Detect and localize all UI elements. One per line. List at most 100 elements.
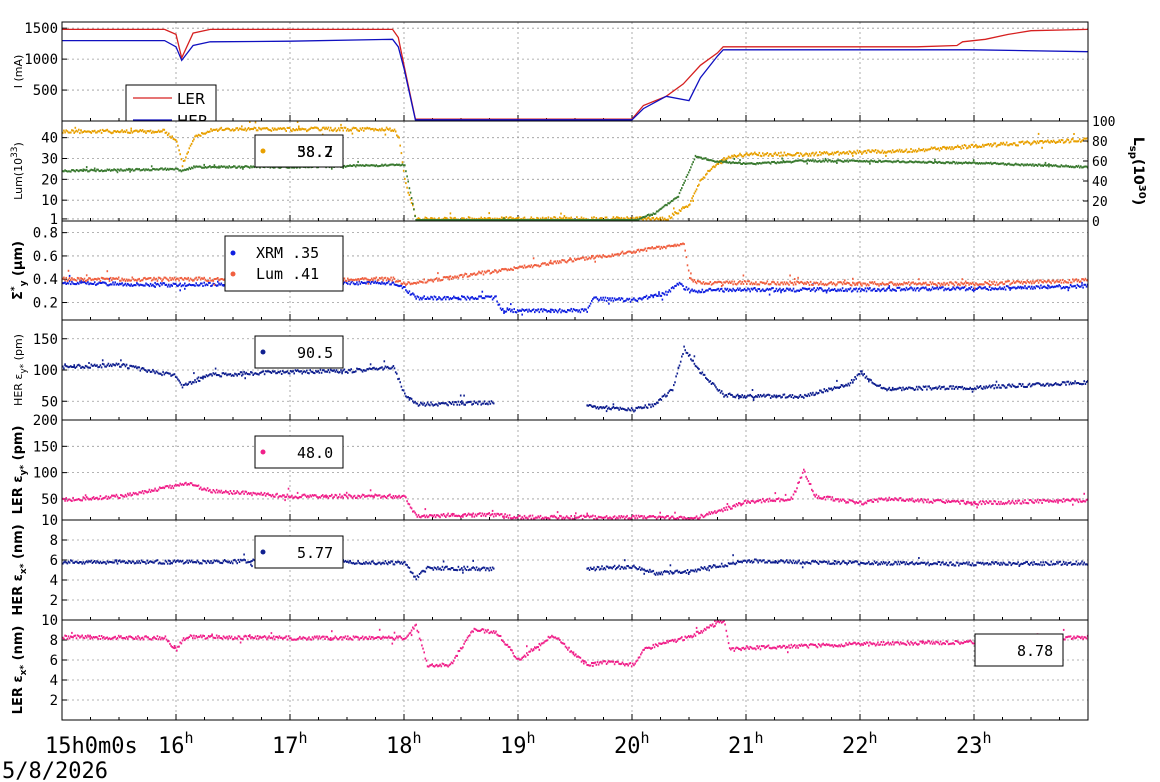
data-point — [992, 287, 994, 290]
data-point — [833, 386, 836, 389]
data-point — [895, 160, 897, 163]
data-point — [205, 166, 208, 169]
data-point — [439, 402, 441, 405]
data-point — [769, 283, 772, 286]
data-point — [1077, 285, 1080, 287]
data-point — [652, 212, 655, 215]
data-point — [587, 257, 590, 260]
data-point — [66, 130, 69, 133]
data-point — [67, 170, 70, 173]
data-point — [845, 282, 847, 285]
data-point — [930, 388, 933, 391]
data-point — [453, 219, 455, 221]
data-point — [722, 283, 724, 286]
data-point — [861, 152, 863, 155]
data-point — [352, 278, 355, 281]
data-point — [638, 250, 641, 253]
data-point — [423, 295, 425, 298]
data-point — [938, 160, 941, 163]
data-point — [451, 297, 454, 300]
data-point — [757, 154, 759, 157]
data-point — [1032, 163, 1034, 166]
data-point — [416, 219, 419, 221]
data-point — [190, 284, 193, 287]
data-point — [474, 297, 477, 300]
data-point — [633, 250, 635, 253]
data-point — [773, 281, 775, 284]
data-point — [141, 284, 144, 287]
data-point — [1031, 285, 1033, 288]
data-point — [130, 283, 132, 286]
data-point — [921, 286, 924, 289]
data-point — [712, 160, 715, 162]
data-point — [646, 247, 649, 250]
y-axis-label: Σ*y (μm) — [10, 241, 29, 300]
data-point — [502, 307, 504, 310]
data-point — [774, 395, 777, 398]
data-point — [856, 159, 859, 162]
data-point — [148, 169, 151, 172]
data-point — [1061, 279, 1064, 281]
data-point — [209, 281, 211, 284]
data-point — [250, 371, 252, 373]
data-point — [401, 161, 404, 164]
data-point — [950, 161, 952, 164]
data-point — [166, 372, 169, 375]
data-point — [676, 372, 679, 375]
data-point — [995, 386, 998, 389]
data-point — [288, 372, 291, 375]
data-point — [233, 374, 235, 377]
data-point — [551, 217, 553, 220]
data-point — [777, 152, 780, 155]
data-point — [385, 282, 388, 285]
data-point — [229, 373, 232, 376]
data-point — [385, 126, 388, 129]
data-point — [321, 369, 324, 372]
data-point — [421, 298, 423, 301]
data-point — [227, 127, 229, 130]
data-point — [73, 278, 75, 281]
data-point — [295, 166, 298, 169]
data-point — [762, 288, 764, 291]
data-point — [238, 127, 241, 130]
data-point — [111, 279, 113, 282]
data-point — [101, 170, 104, 173]
data-point — [673, 245, 675, 248]
data-point — [809, 159, 812, 162]
data-point — [734, 290, 737, 293]
data-point — [486, 402, 488, 405]
data-point — [814, 282, 816, 285]
data-point — [268, 370, 270, 373]
data-point — [912, 387, 914, 390]
data-point — [1024, 386, 1026, 388]
data-point — [971, 390, 974, 393]
data-point — [591, 299, 593, 302]
data-point — [206, 130, 209, 133]
data-point — [642, 406, 644, 409]
data-point — [570, 219, 572, 221]
data-point — [710, 289, 713, 292]
data-point — [876, 283, 878, 286]
data-point — [833, 283, 836, 286]
data-point — [751, 389, 754, 391]
data-point — [945, 148, 948, 151]
data-point — [708, 282, 710, 285]
data-point — [703, 373, 706, 376]
data-point — [152, 283, 154, 286]
data-point — [218, 374, 220, 377]
data-point — [750, 152, 753, 155]
data-point — [580, 308, 583, 311]
data-point — [1051, 279, 1054, 282]
data-point — [995, 162, 998, 165]
data-point — [1036, 382, 1039, 385]
data-point — [824, 289, 827, 292]
data-point — [459, 298, 462, 301]
data-point — [977, 286, 979, 289]
data-point — [907, 161, 910, 164]
data-point — [426, 280, 429, 283]
data-point — [1065, 164, 1067, 167]
data-point — [583, 256, 585, 259]
data-point — [777, 161, 780, 164]
data-point — [547, 219, 550, 221]
data-point — [469, 298, 471, 301]
